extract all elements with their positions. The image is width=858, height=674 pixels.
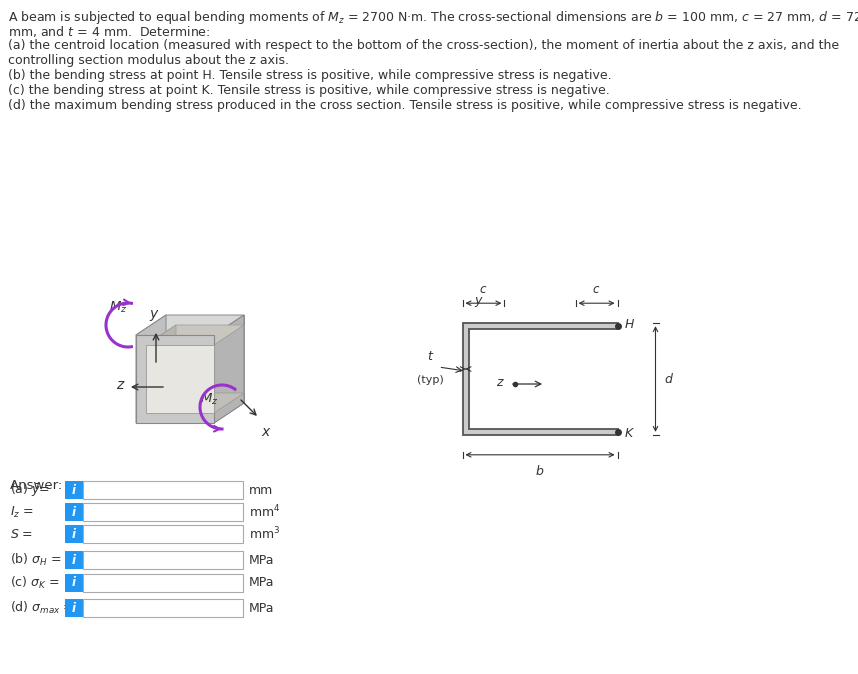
FancyBboxPatch shape [65,574,83,592]
FancyBboxPatch shape [83,551,243,569]
Text: $I_z$ =: $I_z$ = [10,504,33,520]
Text: $M_z$: $M_z$ [109,299,127,315]
FancyBboxPatch shape [83,481,243,499]
Text: $z$: $z$ [496,375,505,388]
Text: $S$ =: $S$ = [10,528,33,541]
Text: $M_z$: $M_z$ [200,392,218,406]
Text: (a) $\bar{y}$=: (a) $\bar{y}$= [10,481,50,499]
Text: (c) $\sigma_K$ =: (c) $\sigma_K$ = [10,575,60,591]
FancyBboxPatch shape [65,599,83,617]
Text: A beam is subjected to equal bending moments of $M_z$ = 2700 N·m. The cross-sect: A beam is subjected to equal bending mom… [8,9,858,26]
Text: Answer:: Answer: [10,479,63,492]
Polygon shape [136,335,214,423]
Text: $b$: $b$ [535,464,545,478]
Text: mm: mm [249,483,273,497]
Text: MPa: MPa [249,601,275,615]
Text: i: i [72,576,76,590]
Text: $t$: $t$ [427,350,434,363]
Text: $x$: $x$ [261,425,271,439]
Text: i: i [72,528,76,541]
Polygon shape [146,393,244,413]
Text: (typ): (typ) [417,375,444,385]
Text: mm$^4$: mm$^4$ [249,503,281,520]
FancyBboxPatch shape [65,525,83,543]
Text: (b) $\sigma_H$ =: (b) $\sigma_H$ = [10,552,62,568]
Text: $c$: $c$ [480,283,487,296]
FancyBboxPatch shape [65,503,83,521]
Text: (d) the maximum bending stress produced in the cross section. Tensile stress is : (d) the maximum bending stress produced … [8,99,801,112]
Text: controlling section modulus about the z axis.: controlling section modulus about the z … [8,54,289,67]
Text: i: i [72,506,76,518]
Polygon shape [146,325,244,345]
FancyBboxPatch shape [83,525,243,543]
Polygon shape [176,325,244,393]
FancyBboxPatch shape [83,574,243,592]
Text: mm$^3$: mm$^3$ [249,526,281,543]
Text: (d) $\sigma_{max}$ =: (d) $\sigma_{max}$ = [10,600,75,616]
Text: $K$: $K$ [625,427,636,440]
Polygon shape [214,315,244,423]
Polygon shape [146,345,214,413]
Polygon shape [166,315,244,403]
FancyBboxPatch shape [83,599,243,617]
Polygon shape [136,315,166,423]
Text: (a) the centroid location (measured with respect to the bottom of the cross-sect: (a) the centroid location (measured with… [8,39,839,52]
Text: $c$: $c$ [592,283,601,296]
Text: (b) the bending stress at point H. Tensile stress is positive, while compressive: (b) the bending stress at point H. Tensi… [8,69,612,82]
Text: $H$: $H$ [625,318,636,331]
Text: (c) the bending stress at point K. Tensile stress is positive, while compressive: (c) the bending stress at point K. Tensi… [8,84,610,97]
FancyBboxPatch shape [65,481,83,499]
Text: $d$: $d$ [664,372,674,386]
Text: i: i [72,601,76,615]
Polygon shape [136,315,244,335]
Text: MPa: MPa [249,576,275,590]
Text: $z$: $z$ [116,378,126,392]
Polygon shape [146,325,176,413]
Text: MPa: MPa [249,553,275,567]
Polygon shape [462,324,618,435]
FancyBboxPatch shape [83,503,243,521]
Polygon shape [136,403,244,423]
Text: $y$: $y$ [474,295,484,309]
Text: mm, and $t$ = 4 mm.  Determine:: mm, and $t$ = 4 mm. Determine: [8,24,210,39]
Text: $y$: $y$ [148,308,160,323]
Text: i: i [72,553,76,567]
FancyBboxPatch shape [65,551,83,569]
Text: i: i [72,483,76,497]
